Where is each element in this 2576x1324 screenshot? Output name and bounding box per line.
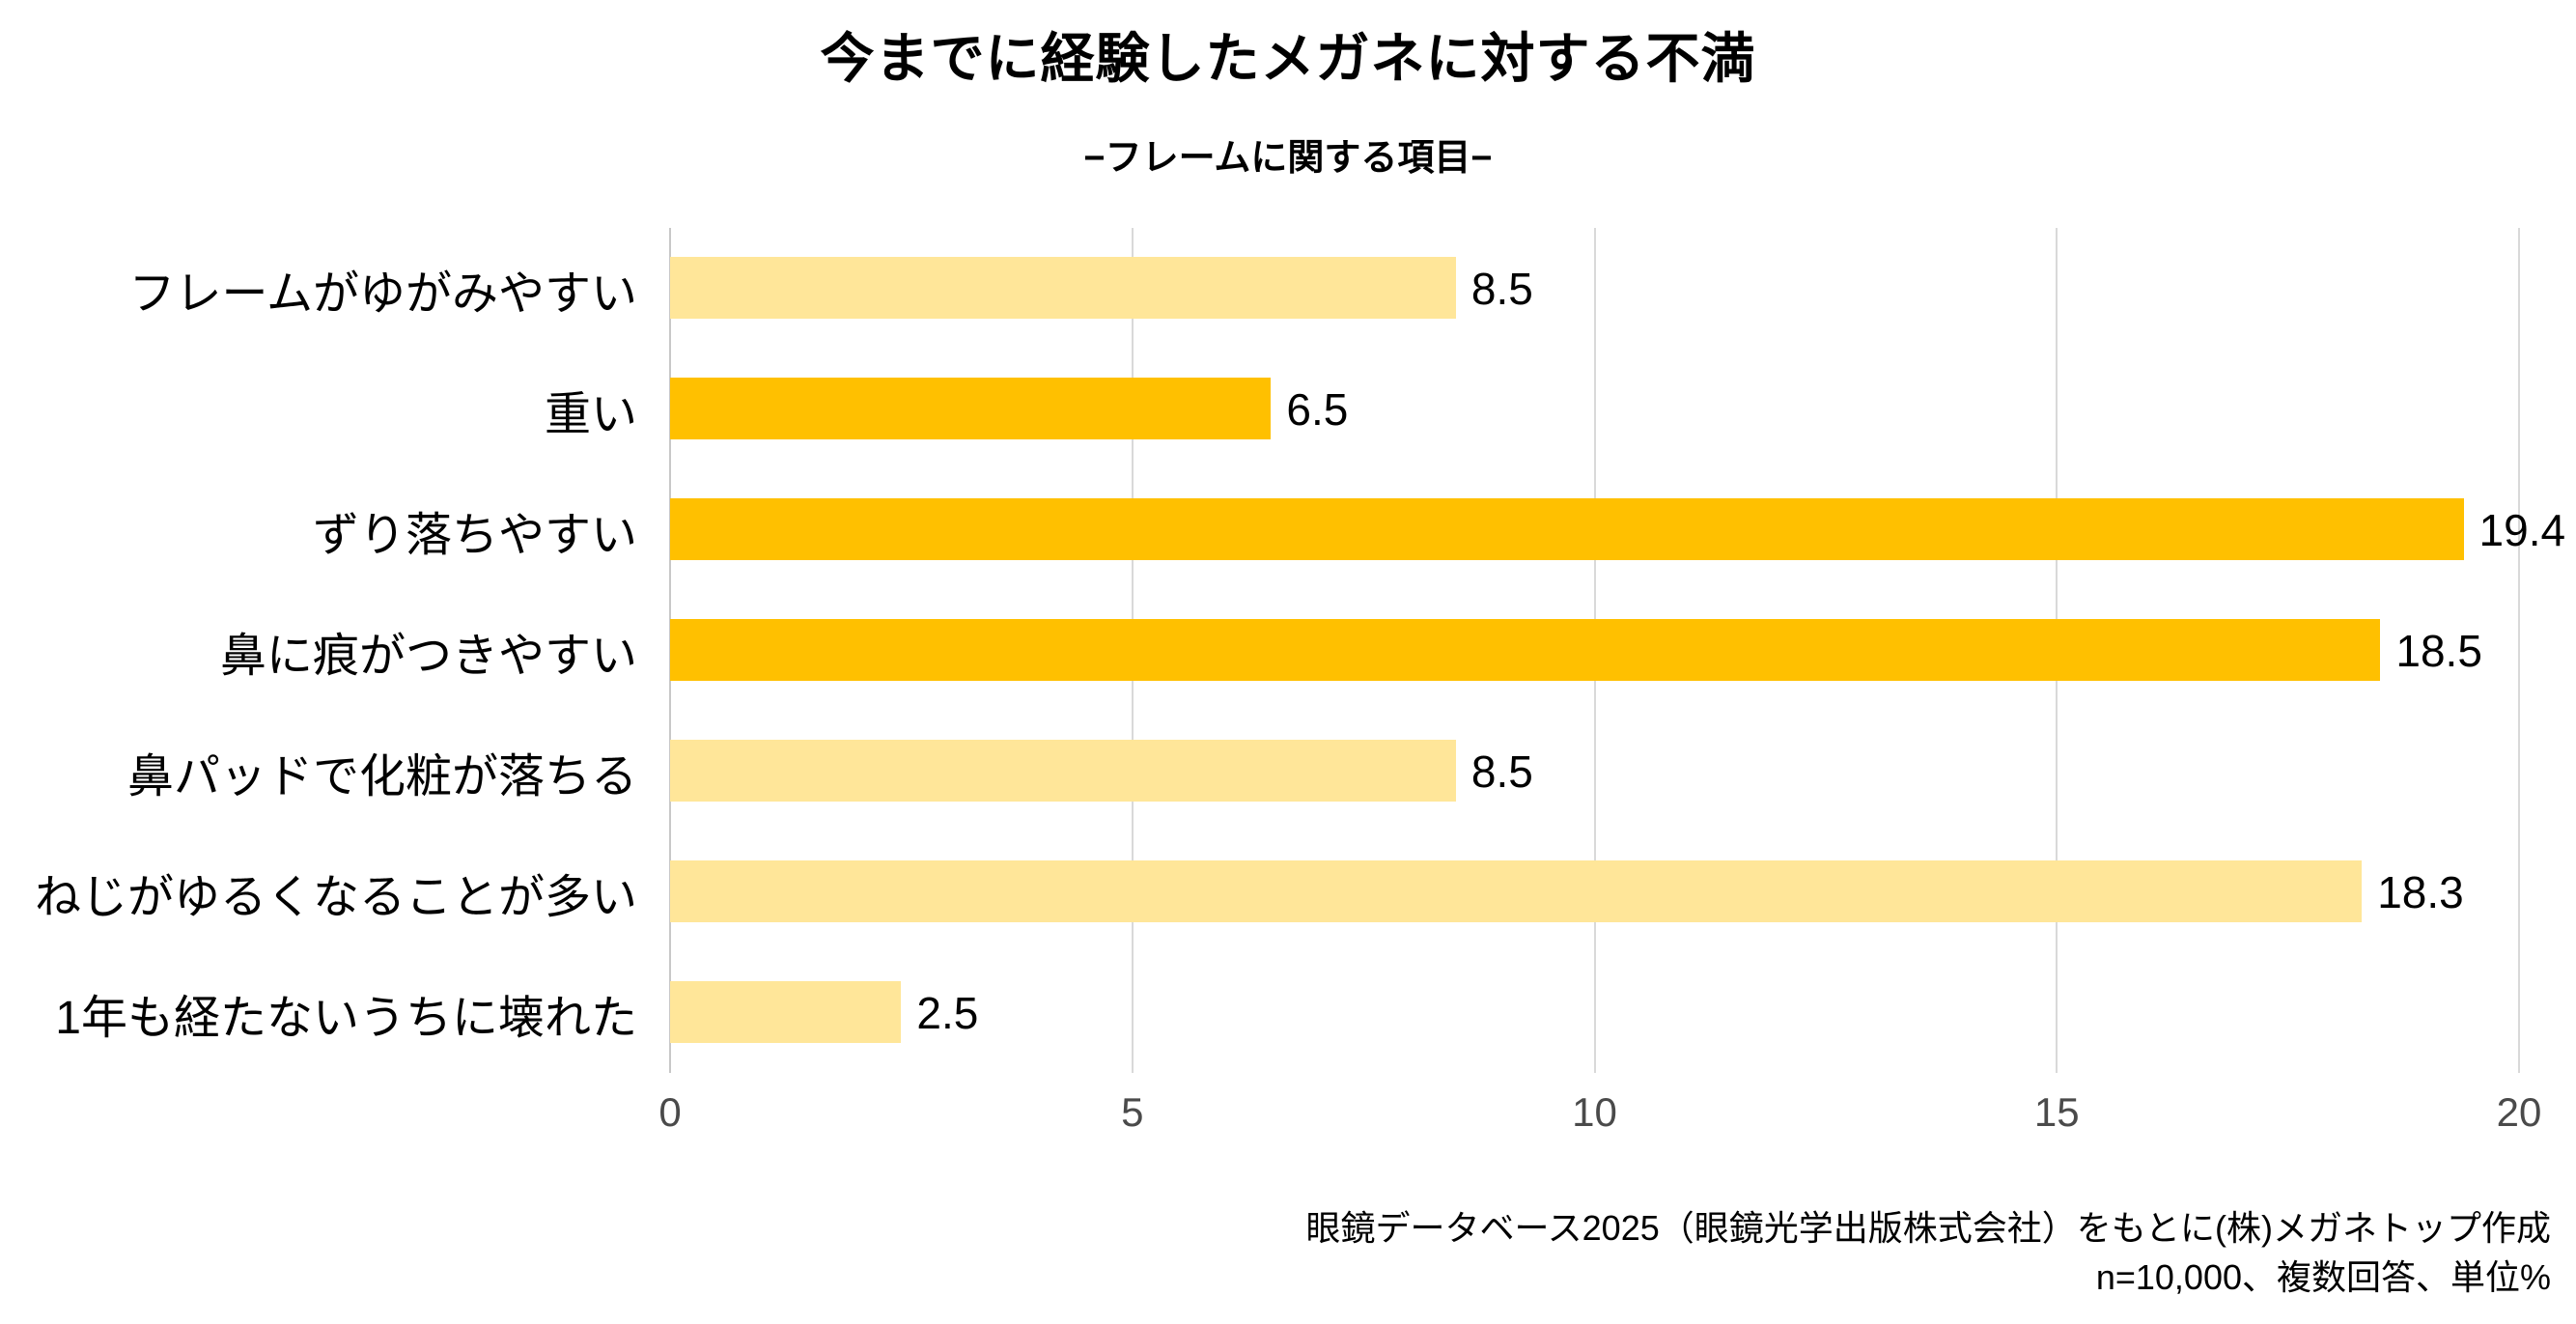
bar	[670, 619, 2381, 681]
category-label: フレームがゆがみやすい	[128, 268, 637, 320]
bar-row: 鼻パッドで化粧が落ちる 8.5	[0, 711, 2576, 831]
note-line: n=10,000、複数回答、単位%	[2095, 1257, 2551, 1298]
bar-row: ねじがゆるくなることが多い 18.3	[0, 831, 2576, 952]
category-label: 鼻に痕がつきやすい	[219, 630, 637, 682]
plot-wrap: フレームがゆがみやすい 8.5 重い 6.5 ずり落ちやすい 19.4 鼻に痕がつきやすい 1…	[0, 228, 2576, 1073]
bar-rows: フレームがゆがみやすい 8.5 重い 6.5 ずり落ちやすい 19.4 鼻に痕がつきやすい 1…	[0, 228, 2576, 1073]
x-tick-label: 10	[1572, 1089, 1617, 1135]
source-note: 眼鏡データベース2025（眼鏡光学出版株式会社）をもとに(株)メガネトップ作成 …	[1305, 1203, 2551, 1302]
chart-subtitle: −フレームに関する項目−	[1083, 138, 1493, 179]
value-label: 6.5	[1286, 383, 1349, 435]
bar-row: 鼻に痕がつきやすい 18.5	[0, 590, 2576, 711]
category-label: 鼻パッドで化粧が落ちる	[126, 750, 637, 803]
bar	[670, 378, 1272, 439]
bar-row: ずり落ちやすい 19.4	[0, 469, 2576, 590]
bar	[670, 981, 902, 1043]
x-tick-label: 0	[658, 1089, 682, 1135]
x-tick-label: 15	[2033, 1089, 2080, 1135]
value-label: 8.5	[1470, 263, 1533, 314]
gridline	[2518, 228, 2520, 1073]
bar-row: 重い 6.5	[0, 349, 2576, 469]
x-axis: 0 5 10 15 20	[0, 1089, 2576, 1147]
x-tick-label: 5	[1121, 1089, 1144, 1135]
category-label: ねじがゆるくなることが多い	[34, 871, 637, 923]
category-label: 重い	[544, 388, 637, 440]
bar-row: フレームがゆがみやすい 8.5	[0, 228, 2576, 349]
bar	[670, 257, 1456, 319]
value-label: 18.5	[2395, 625, 2482, 676]
value-label: 18.3	[2377, 866, 2464, 917]
value-label: 19.4	[2478, 504, 2566, 555]
chart-title: 今までに経験したメガネに対する不満	[820, 28, 1756, 89]
bar-row: 1年も経たないうちに壊れた 2.5	[0, 952, 2576, 1073]
category-label: ずり落ちやすい	[312, 509, 637, 561]
category-label: 1年も経たないうちに壊れた	[55, 992, 637, 1044]
bar	[670, 498, 2464, 560]
bar	[670, 740, 1456, 802]
bar	[670, 860, 2363, 922]
value-label: 8.5	[1470, 746, 1533, 797]
x-tick-label: 20	[2496, 1089, 2542, 1135]
value-label: 2.5	[916, 987, 979, 1038]
source-line: 眼鏡データベース2025（眼鏡光学出版株式会社）をもとに(株)メガネトップ作成	[1305, 1208, 2551, 1248]
